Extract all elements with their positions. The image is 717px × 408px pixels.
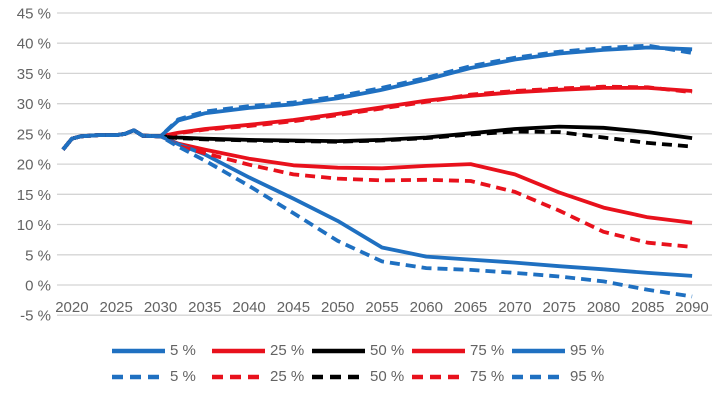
y-axis-tick-label: 15 % — [17, 187, 51, 204]
legend-solid-line-swatch — [312, 348, 365, 353]
legend-item-5pct-dashed: 5 % — [111, 368, 206, 385]
legend-item-25pct-dashed: 25 % — [211, 368, 306, 385]
x-axis-tick-label: 2085 — [631, 299, 664, 316]
y-axis-tick-label: 40 % — [17, 36, 51, 53]
legend-label: 25 % — [270, 368, 305, 385]
legend-label: 25 % — [270, 342, 305, 359]
y-axis-tick-label: 20 % — [17, 157, 51, 174]
y-axis-tick-label: 5 % — [25, 247, 51, 264]
x-axis-tick-label: 2040 — [232, 299, 265, 316]
legend-item-50pct-dashed: 50 % — [311, 368, 406, 385]
percentile-line-chart: 45 % 40 % 35 % 30 % 25 % 20 % 15 % 10 % 5 % 0 % -5… — [17, 6, 712, 325]
series-line-50-percentile-dashed — [61, 128, 693, 151]
y-axis-tick-label: 10 % — [17, 217, 51, 234]
legend-label: 95 % — [570, 342, 605, 359]
legend-item-50pct-solid: 50 % — [311, 342, 406, 359]
legend-solid-line-swatch — [512, 348, 565, 353]
x-axis-tick-label: 2070 — [498, 299, 531, 316]
x-axis-tick-label: 2030 — [144, 299, 177, 316]
x-axis-tick-label: 2080 — [587, 299, 620, 316]
legend-solid-line-swatch — [412, 348, 465, 353]
legend-label: 5 % — [170, 342, 196, 359]
x-axis-tick-label: 2090 — [675, 299, 708, 316]
legend-label: 5 % — [170, 368, 196, 385]
legend-item-75pct-solid: 75 % — [411, 342, 506, 359]
y-axis-tick-label: 30 % — [17, 96, 51, 113]
x-axis-tick-label: 2025 — [100, 299, 133, 316]
legend-row-solid: 5 % 25 % 50 % 75 % 95 % — [0, 342, 717, 359]
legend-dashed-line-swatch — [512, 374, 565, 379]
series-line-25-percentile-dashed — [61, 128, 693, 249]
legend-item-95pct-dashed: 95 % — [511, 368, 606, 385]
x-axis-tick-label: 2035 — [188, 299, 221, 316]
legend-label: 75 % — [470, 342, 505, 359]
y-axis-tick-label: 35 % — [17, 66, 51, 83]
x-axis-tick-label: 2075 — [543, 299, 576, 316]
y-axis-tick-label: 25 % — [17, 126, 51, 143]
legend-dashed-line-swatch — [212, 374, 265, 379]
x-axis-tick-label: 2055 — [365, 299, 398, 316]
x-axis-tick-label: 2065 — [454, 299, 487, 316]
y-axis-tick-label: 0 % — [25, 278, 51, 295]
y-axis-tick-label: -5 % — [20, 308, 51, 325]
legend-item-5pct-solid: 5 % — [111, 342, 206, 359]
series-line-5-percentile-dashed — [61, 128, 693, 299]
legend-solid-line-swatch — [112, 348, 165, 353]
legend-item-75pct-dashed: 75 % — [411, 368, 506, 385]
x-axis-tick-label: 2020 — [55, 299, 88, 316]
y-axis-tick-label: 45 % — [17, 6, 51, 23]
legend-label: 50 % — [370, 342, 405, 359]
legend-solid-line-swatch — [212, 348, 265, 353]
series-line-5-percentile-solid — [61, 128, 693, 278]
legend-dashed-line-swatch — [412, 374, 465, 379]
legend-row-dashed: 5 % 25 % 50 % 75 % 95 % — [0, 368, 717, 385]
series-line-50-percentile-solid — [61, 124, 693, 151]
chart-legend: 5 % 25 % 50 % 75 % 95 % 5 % 25 % 50 % 75 % 95 % — [0, 342, 717, 385]
legend-item-25pct-solid: 25 % — [211, 342, 306, 359]
legend-item-95pct-solid: 95 % — [511, 342, 606, 359]
x-axis-tick-label: 2060 — [410, 299, 443, 316]
legend-dashed-line-swatch — [112, 374, 165, 379]
legend-dashed-line-swatch — [312, 374, 365, 379]
series-line-25-percentile-solid — [61, 128, 693, 225]
legend-label: 50 % — [370, 368, 405, 385]
x-axis-tick-label: 2045 — [277, 299, 310, 316]
legend-label: 75 % — [470, 368, 505, 385]
x-axis-tick-label: 2050 — [321, 299, 354, 316]
legend-label: 95 % — [570, 368, 605, 385]
